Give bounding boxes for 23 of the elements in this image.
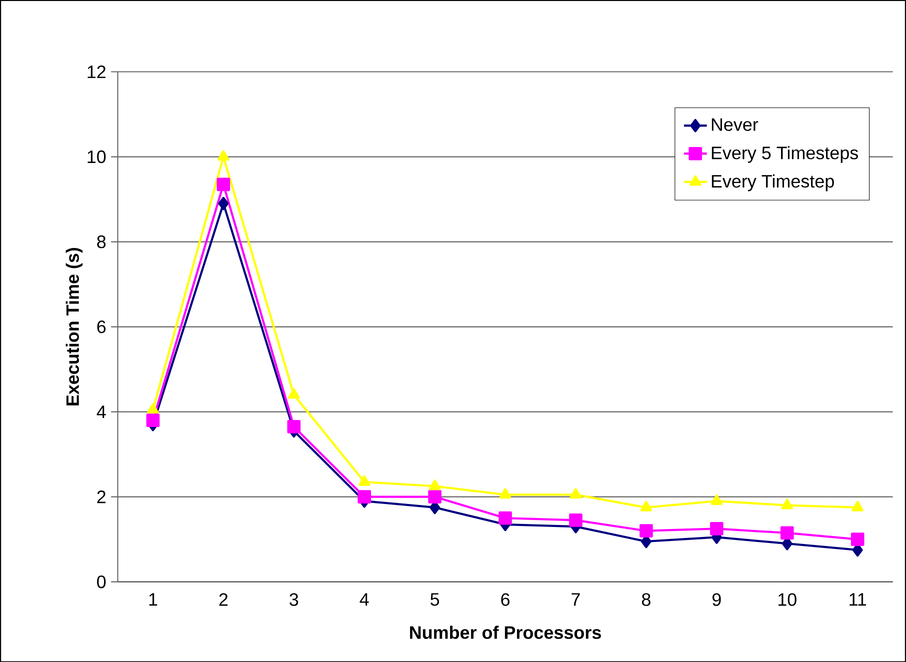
legend-label: Never <box>712 118 758 131</box>
y-tick-label: 10 <box>88 150 106 163</box>
y-tick-label: 0 <box>97 575 106 588</box>
y-tick-label: 12 <box>88 65 106 78</box>
legend-label: Every Timestep <box>712 174 834 192</box>
legend-label: Every 5 Timesteps <box>712 146 858 163</box>
x-tick-label: 9 <box>712 593 721 606</box>
x-tick-label: 6 <box>501 593 510 606</box>
y-tick-label: 2 <box>97 490 106 503</box>
x-tick-label: 5 <box>430 593 440 606</box>
x-tick-label: 7 <box>572 593 580 606</box>
x-tick-label: 4 <box>360 593 369 606</box>
x-tick-label: 10 <box>778 593 796 606</box>
y-tick-label: 8 <box>97 235 106 248</box>
y-tick-label: 4 <box>96 405 106 418</box>
x-tick-label: 3 <box>290 593 298 606</box>
x-tick-label: 8 <box>642 593 650 606</box>
x-axis-title: Number of Processors <box>410 626 601 639</box>
x-tick-label: 1 <box>149 593 158 606</box>
y-axis-title: Execution Time (s) <box>66 248 83 406</box>
x-tick-label: 2 <box>219 593 228 606</box>
x-tick-label: 11 <box>850 593 866 606</box>
y-tick-label: 6 <box>97 320 106 334</box>
